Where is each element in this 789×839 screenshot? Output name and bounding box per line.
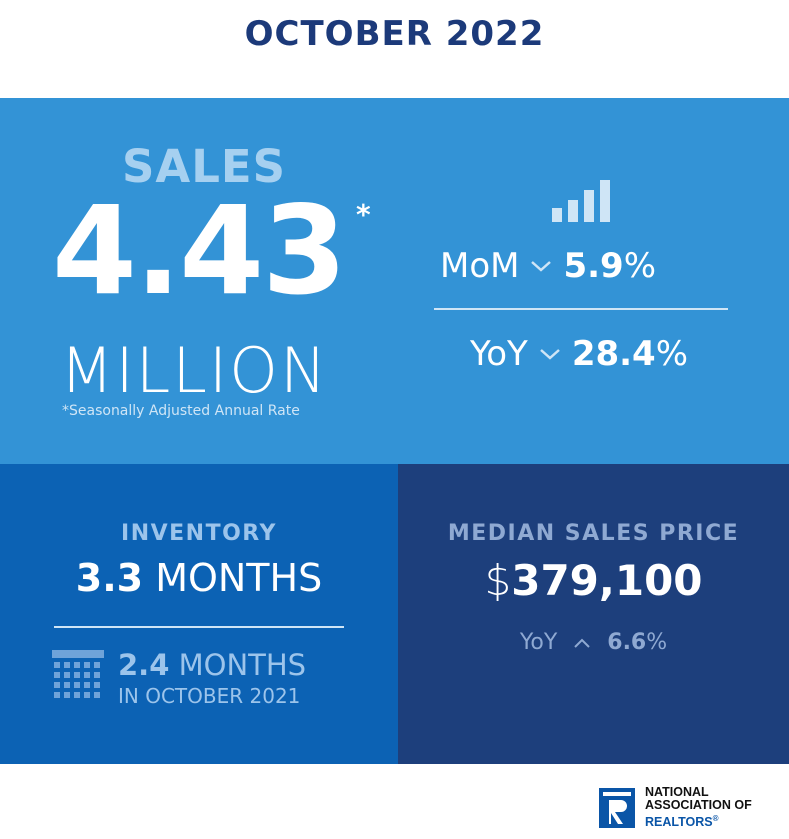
logo-line3: REALTORS [645, 815, 713, 830]
median-price-label: MEDIAN SALES PRICE [447, 521, 740, 546]
price-yoy-unit: % [646, 630, 668, 655]
sales-label: SALES [122, 140, 287, 193]
sales-yoy-row: YoY 28.4% [470, 334, 688, 374]
yoy-value: 28.4 [571, 334, 656, 374]
inventory-previous-unit: MONTHS [178, 648, 307, 682]
realtor-r-logo [599, 787, 635, 828]
inventory-value: 3.3 MONTHS [0, 556, 398, 600]
median-price-panel: MEDIAN SALES PRICE $379,100 YoY 6.6% [398, 464, 789, 764]
bar-chart-icon [552, 180, 610, 222]
logo-text: NATIONAL ASSOCIATION OF REALTORS® [645, 786, 752, 829]
mom-value: 5.9 [563, 246, 624, 286]
mom-unit: % [623, 246, 657, 286]
logo-registered: ® [712, 814, 719, 823]
inventory-label: INVENTORY [121, 521, 277, 546]
sales-panel: SALES 4.43 * MILLION *Seasonally Adjuste… [0, 98, 789, 464]
yoy-label: YoY [470, 334, 528, 374]
price-yoy-label: YoY [519, 630, 558, 655]
median-price-value: $379,100 [398, 556, 789, 605]
sales-value: 4.43 [52, 180, 347, 322]
inventory-panel: INVENTORY 3.3 MONTHS 2.4 MONTHS IN OCTOB… [0, 464, 398, 764]
median-price-yoy: YoY 6.6% [398, 630, 789, 655]
sales-footnote: *Seasonally Adjusted Annual Rate [62, 403, 300, 419]
sales-unit: MILLION [60, 334, 329, 407]
median-price-number: 379,100 [511, 556, 703, 605]
inventory-previous-caption: IN OCTOBER 2021 [118, 684, 301, 708]
chevron-down-icon [531, 261, 552, 272]
mom-label: MoM [440, 246, 520, 286]
logo-line2: ASSOCIATION OF [645, 798, 752, 812]
chevron-up-icon [574, 638, 590, 648]
inventory-value-number: 3.3 [75, 556, 144, 600]
dollar-sign: $ [484, 556, 512, 605]
inventory-previous-number: 2.4 [118, 648, 170, 682]
inventory-previous-value: 2.4 MONTHS [118, 648, 306, 682]
logo-line1: NATIONAL [645, 785, 709, 799]
sales-stats-divider [434, 308, 728, 310]
page-title: OCTOBER 2022 [244, 14, 545, 54]
chevron-down-icon [539, 349, 560, 360]
inventory-previous: 2.4 MONTHS IN OCTOBER 2021 [118, 648, 306, 708]
inventory-value-unit: MONTHS [155, 556, 323, 600]
sales-mom-row: MoM 5.9% [440, 246, 656, 286]
calendar-icon [52, 650, 104, 698]
price-yoy-value: 6.6 [607, 630, 647, 655]
yoy-unit: % [655, 334, 689, 374]
sales-asterisk: * [356, 198, 371, 231]
inventory-divider [54, 626, 344, 628]
nar-logo: NATIONAL ASSOCIATION OF REALTORS® [599, 786, 752, 829]
